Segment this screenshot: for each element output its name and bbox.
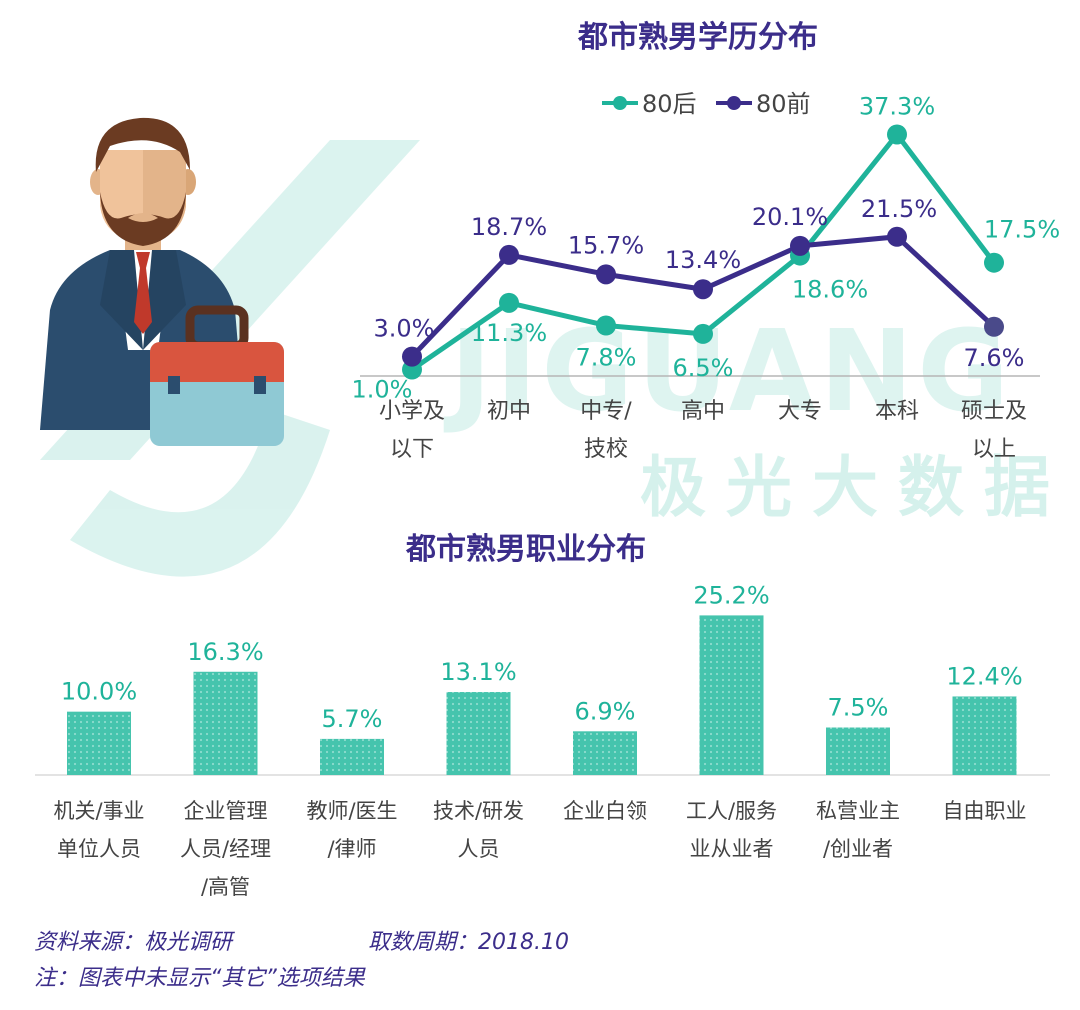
x-tick-label: 人员 — [458, 837, 500, 861]
bar — [573, 731, 637, 775]
legend-marker — [727, 96, 741, 110]
data-point — [984, 316, 1004, 337]
education-chart-title: 都市熟男学历分布 — [578, 20, 818, 55]
data-point — [887, 226, 907, 247]
data-label: 17.5% — [984, 216, 1060, 244]
data-point — [596, 315, 616, 336]
bar — [446, 692, 511, 775]
data-label: 21.5% — [861, 195, 937, 223]
data-point — [402, 346, 422, 367]
x-tick-label: 以下 — [390, 437, 434, 462]
x-tick-label: 私营业主 — [816, 799, 900, 823]
data-label: 37.3% — [859, 92, 935, 120]
x-tick-label: 单位人员 — [57, 837, 141, 861]
x-tick-label: /律师 — [327, 837, 376, 861]
bar-value-label: 5.7% — [322, 705, 383, 733]
bar-value-label: 12.4% — [946, 662, 1022, 690]
footer-note: 注：图表中未显示“其它”选项结果 — [34, 966, 365, 991]
businessman-with-briefcase-icon — [40, 117, 284, 446]
x-tick-label: 技术/研发 — [433, 799, 524, 823]
legend: 80后 80前 — [602, 90, 811, 118]
bar — [699, 615, 764, 775]
x-tick-label: 业从业者 — [690, 837, 774, 861]
data-point — [984, 252, 1004, 273]
x-tick-label: 机关/事业 — [53, 799, 144, 823]
x-tick-label: 大专 — [778, 399, 822, 424]
data-point — [499, 292, 519, 313]
bar — [320, 738, 384, 775]
x-tick-label: 企业管理 — [184, 799, 268, 823]
bar-value-label: 13.1% — [440, 658, 516, 686]
x-tick-label: /高管 — [201, 875, 250, 899]
occupation-chart-title: 都市熟男职业分布 — [406, 532, 646, 567]
bar — [67, 711, 131, 775]
period-text: 取数周期：2018.10 — [368, 930, 569, 955]
x-tick-label: 工人/服务 — [686, 799, 777, 823]
source-text: 资料来源：极光调研 — [34, 930, 233, 955]
x-tick-label: 企业白领 — [563, 799, 647, 823]
x-tick-label: 高中 — [681, 399, 725, 424]
bar — [952, 696, 1017, 775]
data-label: 6.5% — [673, 354, 734, 382]
data-point — [693, 279, 713, 300]
bar-value-label: 25.2% — [693, 581, 769, 609]
data-point — [790, 235, 810, 256]
data-label: 18.6% — [792, 276, 868, 304]
x-tick-label: 人员/经理 — [180, 837, 271, 861]
data-label: 13.4% — [665, 246, 741, 274]
x-tick-label: /创业者 — [823, 837, 893, 861]
x-tick-label: 教师/医生 — [306, 799, 397, 823]
data-label: 18.7% — [471, 213, 547, 241]
data-label: 7.8% — [576, 343, 637, 371]
x-tick-label: 自由职业 — [943, 799, 1027, 823]
footer-source-line: 资料来源：极光调研 取数周期：2018.10 — [34, 924, 569, 956]
bar-value-label: 7.5% — [828, 694, 889, 722]
data-label: 7.6% — [964, 344, 1025, 372]
legend-label: 80后 — [642, 90, 697, 118]
bar-value-label: 6.9% — [575, 697, 636, 725]
bar — [826, 727, 890, 775]
data-label: 20.1% — [752, 203, 828, 231]
watermark-brand-latin: JIGUANG — [443, 307, 1013, 437]
x-tick-label: 本科 — [875, 399, 919, 424]
legend-marker — [613, 96, 627, 110]
data-label: 15.7% — [568, 231, 644, 259]
x-tick-label: 以上 — [972, 437, 1016, 462]
education-line-chart: 80后 80前 1.0% 11.3% 7.8% 6.5% 18.6% 37.3% 17.5% 3.… — [352, 90, 1060, 462]
data-point — [596, 264, 616, 285]
x-tick-label: 中专/ — [580, 399, 632, 424]
watermark-brand-cn: 极光大数据 — [640, 449, 1070, 526]
data-label: 3.0% — [374, 315, 435, 343]
data-point — [499, 244, 519, 265]
data-point — [693, 323, 713, 344]
x-tick-label: 技校 — [584, 437, 628, 462]
bar-value-label: 10.0% — [61, 678, 137, 706]
data-label: 11.3% — [471, 319, 547, 347]
bar-value-label: 16.3% — [187, 638, 263, 666]
x-tick-label: 硕士及 — [961, 399, 1027, 424]
data-point — [887, 124, 907, 145]
data-label: 1.0% — [352, 376, 413, 404]
bar — [193, 671, 258, 775]
x-tick-label: 小学及 — [379, 399, 445, 424]
x-tick-label: 初中 — [487, 399, 531, 424]
legend-label: 80前 — [756, 90, 811, 118]
